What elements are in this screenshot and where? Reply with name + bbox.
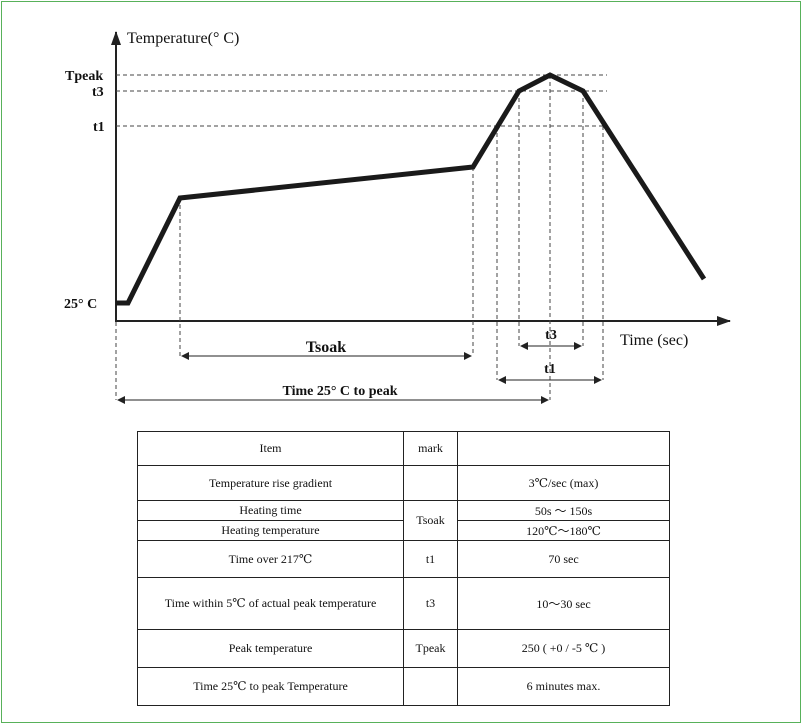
table-header-row: Item mark: [137, 431, 670, 466]
start-temp-label: 25° C: [64, 297, 97, 312]
row-item: Temperature rise gradient: [137, 465, 404, 501]
row-mark: Tpeak: [403, 629, 458, 668]
row-item: Peak temperature: [137, 629, 404, 668]
row-mark: t3: [403, 577, 458, 630]
table-row: Peak temperature Tpeak 250 ( +0 / -5 ℃ ): [137, 629, 670, 668]
row-item: Time 25℃ to peak Temperature: [137, 667, 404, 706]
row-value: 120℃～180℃: [457, 520, 670, 541]
table-row: Heating time Tsoak 50s ～ 150s: [137, 500, 670, 541]
row-value: 10～30 sec: [457, 577, 670, 630]
row-item: Heating temperature: [137, 520, 404, 541]
table-row: Time 25℃ to peak Temperature 6 minutes m…: [137, 667, 670, 706]
t1-span-label: t1: [544, 362, 556, 377]
header-mark: mark: [403, 431, 458, 466]
dimension-arrows: [117, 342, 602, 404]
table-row: Time over 217℃ t1 70 sec: [137, 540, 670, 578]
level-guides: [116, 74, 607, 127]
time-to-peak-span-label: Time 25° C to peak: [282, 384, 397, 399]
header-value: [457, 431, 670, 466]
row-value: 3℃/sec (max): [457, 465, 670, 501]
row-item: Time over 217℃: [137, 540, 404, 578]
row-mark: [403, 667, 458, 706]
row-value: 50s ～ 150s: [457, 500, 670, 521]
table-row: Time within 5℃ of actual peak temperatur…: [137, 577, 670, 630]
row-mark: [403, 465, 458, 501]
tpeak-level-label: Tpeak: [65, 69, 103, 84]
header-item: Item: [137, 431, 404, 466]
row-mark: t1: [403, 540, 458, 578]
t1-level-label: t1: [93, 120, 105, 135]
table-row: Temperature rise gradient 3℃/sec (max): [137, 465, 670, 501]
reflow-profile-diagram: Temperature(° C) Time (sec) Tpeak t3 t1 …: [64, 30, 731, 404]
temperature-profile-curve: [116, 72, 707, 306]
row-value: 70 sec: [457, 540, 670, 578]
t3-level-label: t3: [92, 85, 104, 100]
reflow-spec-table: Item mark Temperature rise gradient 3℃/s…: [137, 431, 670, 706]
drop-guides: [115, 75, 604, 400]
row-item: Time within 5℃ of actual peak temperatur…: [137, 577, 404, 630]
y-axis-label: Temperature(° C): [127, 30, 239, 47]
row-value: 6 minutes max.: [457, 667, 670, 706]
x-axis-label: Time (sec): [620, 332, 688, 349]
row-value: 250 ( +0 / -5 ℃ ): [457, 629, 670, 668]
t3-span-label: t3: [545, 328, 557, 343]
row-item: Heating time: [137, 500, 404, 521]
row-mark: Tsoak: [403, 500, 458, 541]
tsoak-span-label: Tsoak: [306, 339, 346, 356]
